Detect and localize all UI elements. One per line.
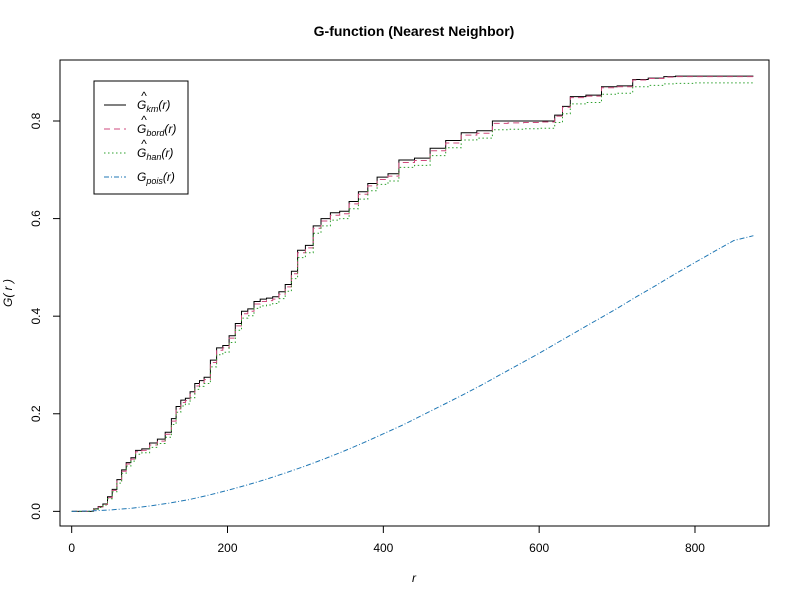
y-tick-label: 0.2	[29, 405, 43, 422]
legend-label-pois: Gpois(r)	[137, 170, 175, 186]
x-tick-label: 0	[68, 541, 75, 555]
legend-label-han: Ghan(r)	[137, 146, 173, 162]
x-tick-label: 600	[529, 541, 549, 555]
legend: Gkm(r)^Gbord(r)^Ghan(r)^Gpois(r)	[93, 80, 189, 195]
legend-label-km: Gkm(r)	[137, 98, 170, 114]
x-tick-label: 200	[217, 541, 237, 555]
x-axis-label: r	[412, 571, 417, 585]
series-line-pois	[71, 235, 754, 512]
x-tick-label: 400	[373, 541, 393, 555]
y-axis-label: G( r )	[1, 279, 15, 307]
y-tick-label: 0.6	[29, 210, 43, 227]
chart-title: G-function (Nearest Neighbor)	[314, 23, 515, 39]
legend-hat-km: ^	[141, 89, 147, 103]
legend-hat-han: ^	[141, 137, 147, 151]
y-tick-label: 0.8	[29, 112, 43, 129]
series-line-han	[71, 82, 754, 512]
y-tick-label: 0.4	[29, 308, 43, 325]
y-tick-label: 0.0	[29, 503, 43, 520]
y-axis: 0.0 0.2 0.4 0.6 0.8	[29, 112, 61, 520]
x-tick-label: 800	[685, 541, 705, 555]
x-axis: 0 200 400 600 800	[68, 525, 705, 555]
legend-box	[93, 80, 189, 195]
legend-hat-bord: ^	[141, 113, 147, 127]
series-layer	[71, 75, 754, 512]
series-line-bord	[71, 76, 754, 512]
